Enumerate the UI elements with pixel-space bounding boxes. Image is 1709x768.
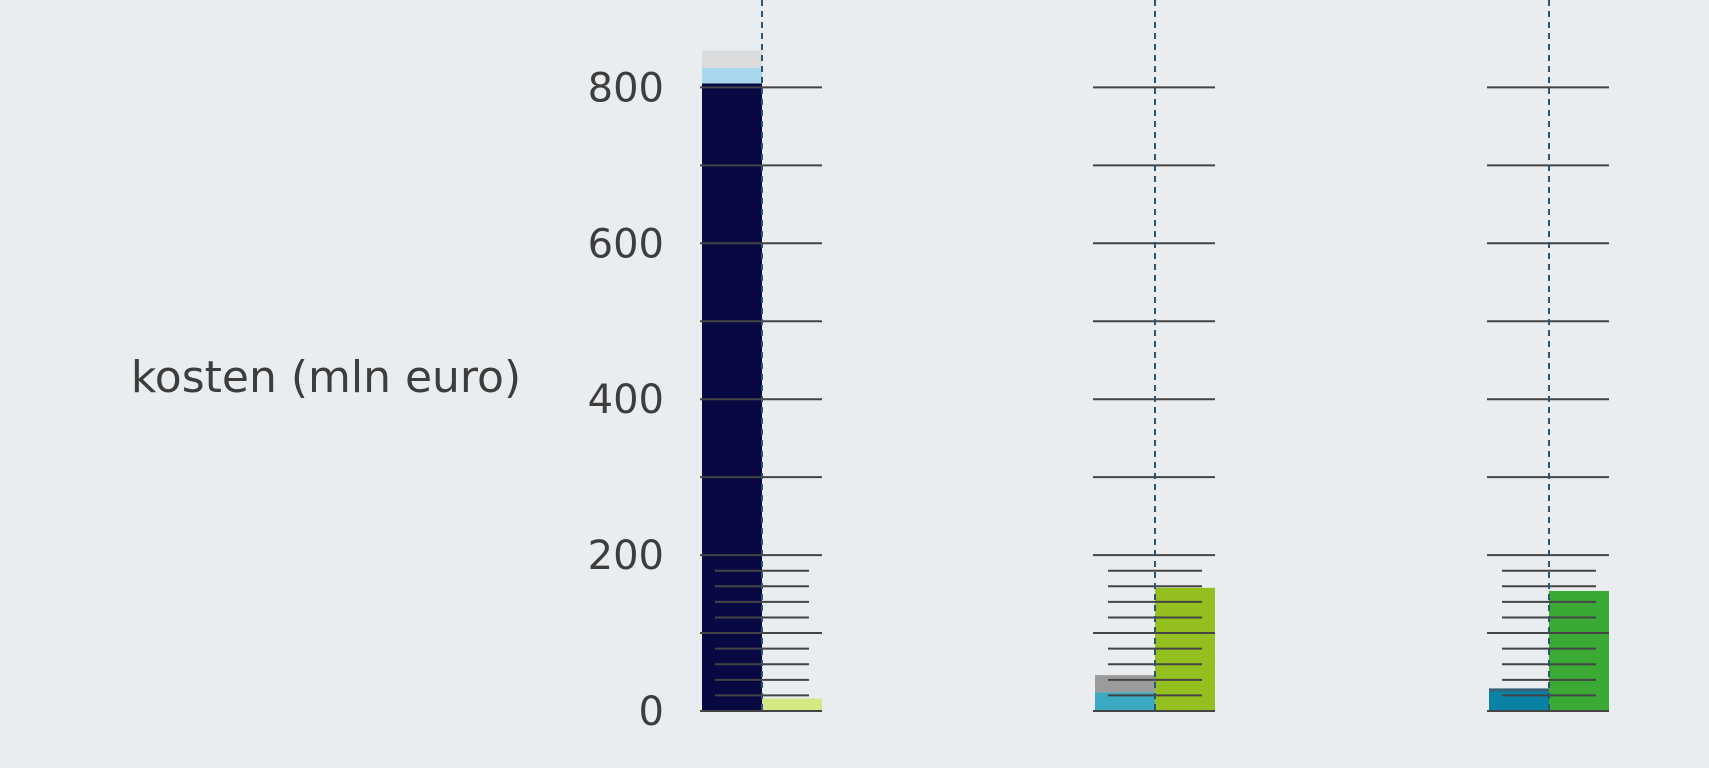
bar-group-2-left-segment-1 <box>1095 692 1155 711</box>
bar-group-1-left-segment-1 <box>702 83 762 711</box>
y-tick-label-400: 400 <box>588 377 664 423</box>
y-tick-labels: 0 200 400 600 800 <box>588 65 664 735</box>
bar-group-1-left-segment-3 <box>702 50 762 68</box>
y-tick-label-600: 600 <box>588 221 664 267</box>
bars <box>702 50 1609 711</box>
y-tick-label-0: 0 <box>639 689 664 735</box>
y-tick-label-800: 800 <box>588 65 664 111</box>
y-axis-label: kosten (mln euro) <box>131 352 521 403</box>
bar-group-1-right-segment-1 <box>762 698 822 711</box>
bar-group-3-left-segment-2 <box>1489 688 1549 692</box>
divider-lines <box>761 0 1550 711</box>
bar-group-2-left-segment-2 <box>1095 675 1155 693</box>
bar-group-3-right-segment-1 <box>1549 590 1609 711</box>
y-tick-label-200: 200 <box>588 533 664 579</box>
bar-group-1-left-segment-2 <box>702 67 762 84</box>
